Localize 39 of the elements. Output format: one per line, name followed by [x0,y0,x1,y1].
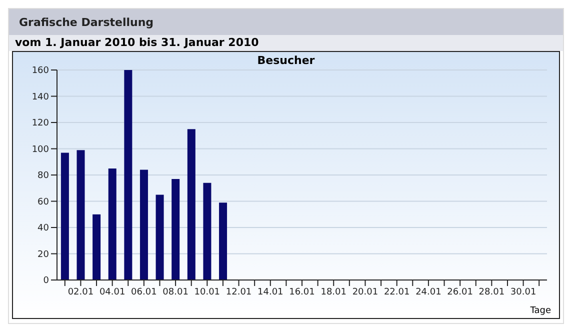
bar [187,129,196,280]
bar [156,194,164,280]
x-tick-label: 24.01 [416,287,442,298]
x-tick-label: 22.01 [384,287,410,298]
bar [124,70,132,280]
y-tick-label: 80 [38,171,50,182]
bar [140,170,148,280]
chart-title: Besucher [256,54,316,67]
x-tick-label: 26.01 [447,287,473,298]
x-tick-label: 06.01 [131,287,157,298]
chart-subtitle: vom 1. Januar 2010 bis 31. Januar 2010 [9,35,563,51]
x-tick-label: 20.01 [352,287,378,298]
x-axis-title: Tage [530,306,551,316]
x-tick-label: 02.01 [68,287,94,298]
bar [108,168,116,280]
y-tick-label: 120 [32,118,50,129]
x-tick-label: 14.01 [258,287,284,298]
y-tick-label: 60 [38,197,50,208]
x-tick-label: 30.01 [510,287,536,298]
y-tick-label: 40 [38,224,50,234]
y-tick-label: 100 [32,144,50,155]
x-tick-label: 12.01 [226,287,252,298]
text: Grafische Darstellung [9,9,563,35]
y-tick-label: 20 [38,250,50,260]
x-tick-label: 08.01 [162,287,188,298]
x-tick-label: 16.01 [289,287,315,298]
y-tick-label: 0 [43,276,50,286]
x-tick-label: 28.01 [478,287,505,298]
x-tick-label: 10.01 [194,287,220,298]
x-tick-label: 04.01 [99,287,126,298]
bar [219,202,228,280]
bar [203,182,212,280]
bar [92,214,101,280]
bar [76,150,85,280]
bar [60,152,69,280]
y-tick-label: 160 [32,66,50,76]
y-tick-label: 140 [32,92,50,102]
x-tick-label: 18.01 [320,287,346,298]
bar [172,178,180,280]
